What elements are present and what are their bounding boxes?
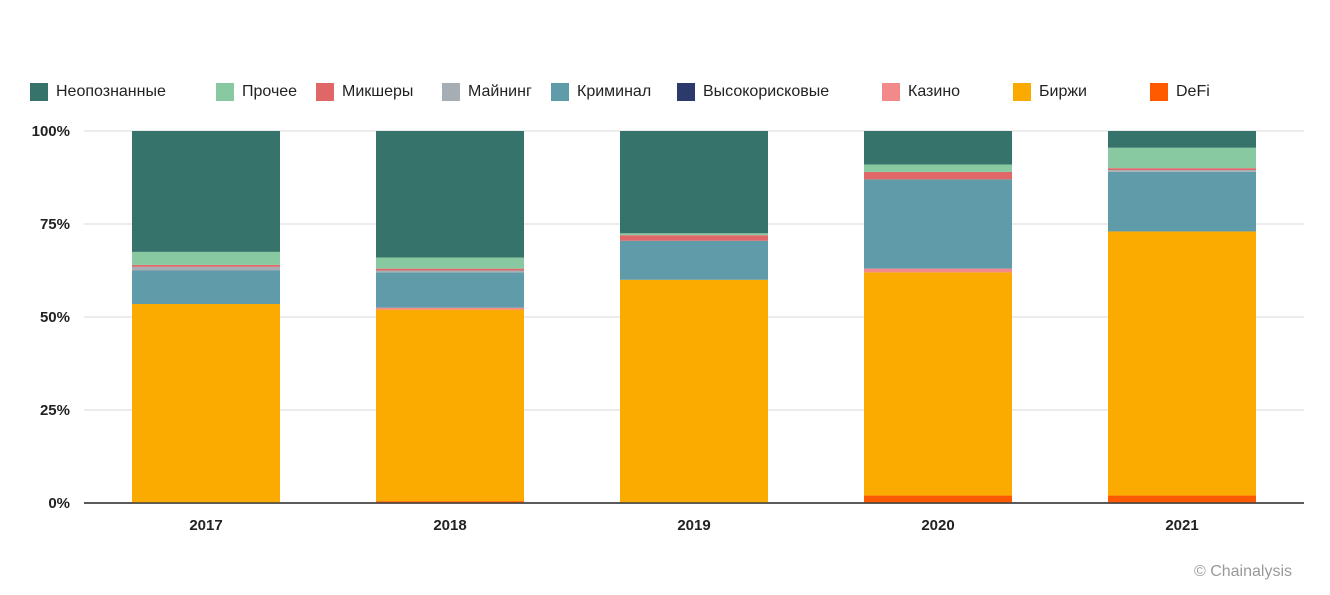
bar-segment: [620, 131, 768, 234]
legend-swatch: [1013, 83, 1031, 101]
bar-segment: [620, 240, 768, 280]
bar-segment: [376, 257, 524, 269]
legend-label: DeFi: [1176, 83, 1210, 100]
legend-swatch: [677, 83, 695, 101]
bar-segment: [132, 303, 280, 503]
bar-segment: [376, 270, 524, 273]
bar-segment: [864, 272, 1012, 496]
bar-segment: [864, 179, 1012, 269]
bar-segment: [132, 251, 280, 265]
bar-segment: [376, 309, 524, 502]
legend-label: Высокорисковые: [703, 83, 830, 100]
legend-item: DeFi: [1150, 78, 1210, 106]
bar-segment: [376, 501, 524, 503]
x-tick-label: 2020: [921, 517, 954, 534]
x-tick-label: 2019: [677, 517, 710, 534]
legend-item: Прочее: [216, 78, 297, 106]
bar-segment: [864, 164, 1012, 172]
legend-label: Криминал: [577, 83, 652, 100]
y-tick-label: 25%: [40, 402, 70, 419]
chart-credit: © Chainalysis: [1193, 563, 1292, 580]
bar-segment: [1108, 131, 1256, 148]
bar-segment: [376, 131, 524, 258]
legend-label: Майнинг: [468, 83, 532, 100]
legend-item: Микшеры: [316, 78, 413, 106]
legend-item: Неопознанные: [30, 78, 166, 106]
bar-segment: [132, 266, 280, 271]
legend-item: Высокорисковые: [677, 78, 829, 106]
x-tick-label: 2018: [433, 517, 466, 534]
bar-segment: [1108, 495, 1256, 503]
legend-label: Биржи: [1039, 83, 1087, 100]
legend-swatch: [551, 83, 569, 101]
legend-item: Биржи: [1013, 78, 1087, 106]
legend-label: Прочее: [242, 83, 298, 100]
bar-segment: [864, 131, 1012, 165]
bar-segment: [1108, 231, 1256, 496]
bar-segment: [132, 264, 280, 267]
bar-segment: [1108, 147, 1256, 169]
legend-swatch: [1150, 83, 1168, 101]
chart-legend: Неопознанные Прочее Микшеры Майнинг Крим…: [0, 78, 1330, 106]
bar-segment: [1108, 170, 1256, 172]
bar-segment: [1108, 171, 1256, 232]
y-tick-label: 100%: [32, 123, 70, 140]
x-tick-label: 2021: [1165, 517, 1198, 534]
legend-swatch: [216, 83, 234, 101]
y-tick-label: 75%: [40, 216, 70, 233]
legend-label: Микшеры: [342, 83, 414, 100]
legend-swatch: [882, 83, 900, 101]
legend-label: Неопознанные: [56, 83, 166, 100]
bar-segment: [132, 131, 280, 252]
y-tick-label: 0%: [48, 495, 70, 512]
legend-label: Казино: [908, 83, 961, 100]
y-tick-label: 50%: [40, 309, 70, 326]
legend-item: Криминал: [551, 78, 651, 106]
bar-segment: [864, 171, 1012, 180]
legend-item: Майнинг: [442, 78, 532, 106]
legend-swatch: [30, 83, 48, 101]
bar-segment: [620, 235, 768, 241]
bar-segment: [376, 307, 524, 310]
legend-swatch: [316, 83, 334, 101]
bar-segment: [864, 495, 1012, 503]
bar-segment: [1108, 168, 1256, 171]
bar-segment: [376, 272, 524, 308]
x-tick-label: 2017: [189, 517, 222, 534]
legend-item: Казино: [882, 78, 960, 106]
bar-segment: [376, 268, 524, 271]
bar-segment: [620, 279, 768, 503]
bar-segment: [620, 233, 768, 236]
bar-segment: [132, 270, 280, 304]
bar-segment: [864, 268, 1012, 273]
legend-swatch: [442, 83, 460, 101]
